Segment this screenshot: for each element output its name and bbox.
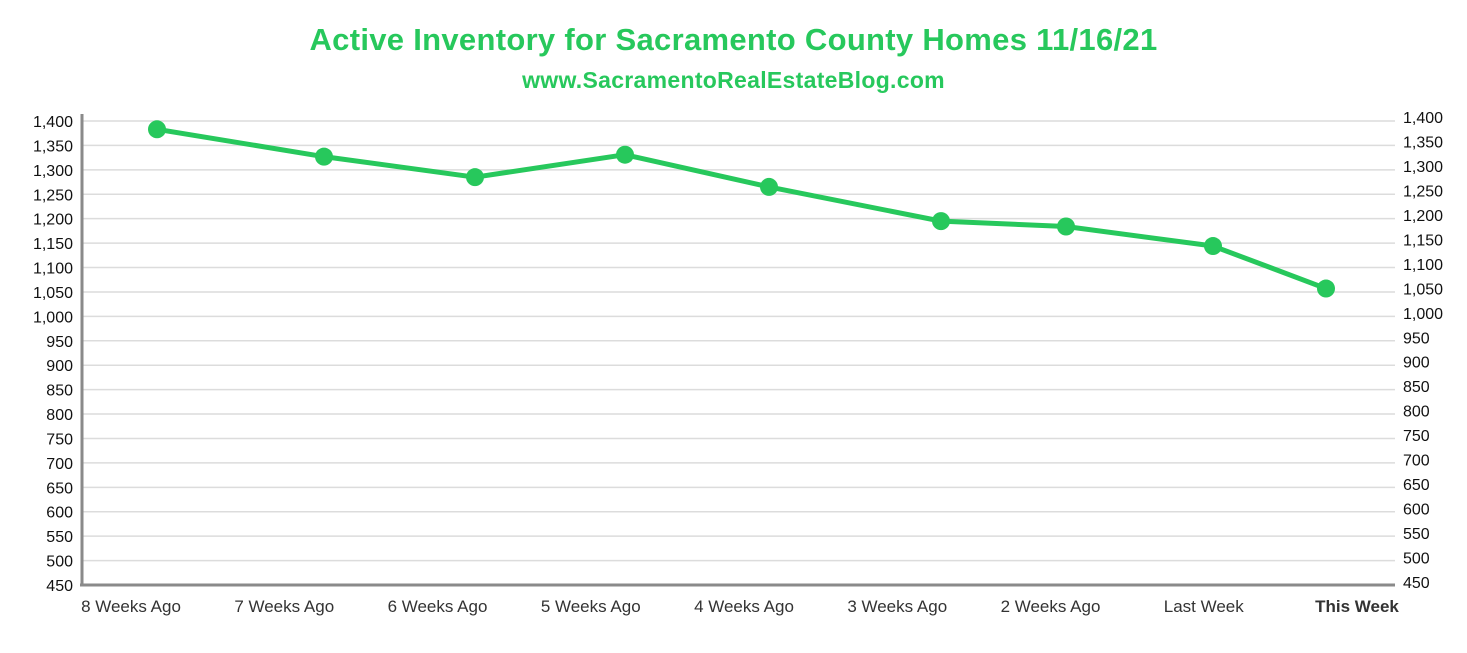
y-tick-label-left: 1,150 (33, 236, 73, 253)
x-tick-label: Last Week (1164, 597, 1245, 616)
x-tick-label: 3 Weeks Ago (847, 597, 947, 616)
data-point (315, 147, 333, 166)
y-tick-label-left: 600 (46, 505, 73, 522)
y-tick-label-left: 650 (46, 480, 73, 497)
y-tick-label-right: 900 (1403, 355, 1430, 372)
y-tick-label-left: 900 (46, 358, 73, 375)
y-tick-label-left: 950 (46, 334, 73, 351)
series-points (148, 120, 1335, 298)
data-point (760, 177, 778, 196)
y-tick-label-right: 1,050 (1403, 281, 1443, 298)
y-tick-label-left: 1,400 (33, 114, 73, 131)
data-point (1317, 279, 1335, 298)
y-tick-label-left: 700 (46, 456, 73, 473)
y-tick-label-left: 1,350 (33, 138, 73, 155)
y-tick-label-right: 1,200 (1403, 208, 1443, 225)
y-tick-label-right: 1,250 (1403, 183, 1443, 200)
y-tick-label-left: 800 (46, 407, 73, 424)
x-tick-label: This Week (1315, 597, 1399, 616)
x-tick-label: 4 Weeks Ago (694, 597, 794, 616)
y-tick-labels-left: 1,400 1,350 1,300 1,250 1,200 1,150 1,100 1,050… (33, 114, 73, 595)
y-tick-label-right: 550 (1403, 526, 1430, 543)
y-tick-label-right: 1,000 (1403, 306, 1443, 323)
y-tick-label-right: 500 (1403, 551, 1430, 568)
y-tick-label-left: 1,000 (33, 309, 73, 326)
x-tick-label: 6 Weeks Ago (388, 597, 488, 616)
y-tick-label-right: 650 (1403, 477, 1430, 494)
data-point (1204, 237, 1222, 256)
y-tick-label-left: 1,300 (33, 163, 73, 180)
y-tick-label-left: 850 (46, 383, 73, 400)
y-tick-label-left: 1,100 (33, 261, 73, 278)
data-point (1057, 217, 1075, 236)
y-tick-label-left: 750 (46, 431, 73, 448)
y-tick-label-right: 700 (1403, 453, 1430, 470)
x-tick-label: 5 Weeks Ago (541, 597, 641, 616)
y-tick-label-right: 800 (1403, 404, 1430, 421)
y-tick-label-right: 1,350 (1403, 134, 1443, 151)
data-point (148, 120, 166, 139)
y-tick-label-left: 1,200 (33, 212, 73, 229)
y-tick-label-left: 500 (46, 554, 73, 571)
y-tick-label-right: 850 (1403, 379, 1430, 396)
y-tick-label-left: 1,250 (33, 187, 73, 204)
y-tick-label-right: 1,400 (1403, 110, 1443, 127)
x-tick-labels: 8 Weeks Ago 7 Weeks Ago 6 Weeks Ago 5 Weeks… (81, 597, 1399, 616)
x-tick-label: 7 Weeks Ago (234, 597, 334, 616)
x-tick-label: 2 Weeks Ago (1001, 597, 1101, 616)
data-point (466, 168, 484, 187)
y-tick-label-left: 550 (46, 529, 73, 546)
y-tick-label-left: 1,050 (33, 285, 73, 302)
y-tick-label-right: 1,150 (1403, 232, 1443, 249)
y-tick-label-right: 1,300 (1403, 159, 1443, 176)
y-tick-label-right: 450 (1403, 575, 1430, 592)
y-tick-labels-right: 1,400 1,350 1,300 1,250 1,200 1,150 1,100 1,050… (1403, 110, 1443, 592)
data-point (616, 145, 634, 164)
chart-subtitle: www.SacramentoRealEstateBlog.com (522, 67, 945, 93)
y-tick-label-right: 600 (1403, 502, 1430, 519)
x-tick-label: 8 Weeks Ago (81, 597, 181, 616)
y-tick-label-right: 1,100 (1403, 257, 1443, 274)
data-point (932, 212, 950, 231)
y-tick-label-right: 950 (1403, 330, 1430, 347)
y-tick-label-right: 750 (1403, 428, 1430, 445)
y-tick-label-left: 450 (46, 578, 73, 595)
gridlines (82, 120, 1395, 562)
chart-title: Active Inventory for Sacramento County H… (309, 22, 1158, 57)
series-line (154, 126, 1329, 292)
